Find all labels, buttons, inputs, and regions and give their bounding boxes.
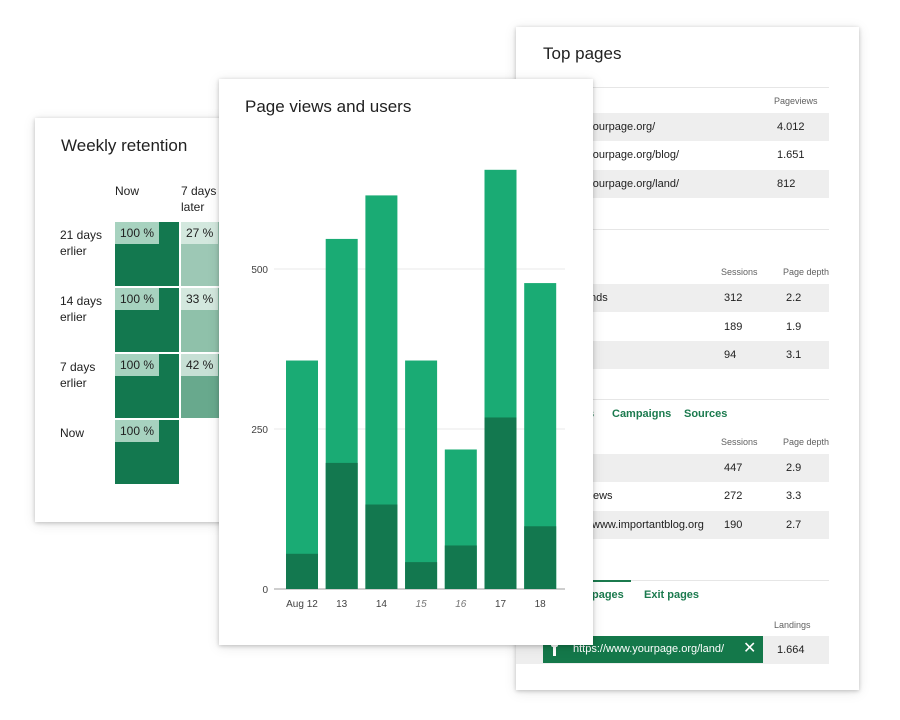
retention-title: Weekly retention <box>61 136 188 155</box>
tab-active-indicator <box>561 580 631 582</box>
sessions-value: 312 <box>724 292 743 304</box>
table-row[interactable]: ews 272 3.3 <box>516 482 829 510</box>
bar-users <box>444 545 477 589</box>
divider <box>516 229 829 230</box>
divider <box>516 87 829 88</box>
column-header-pageviews: Pageviews <box>774 96 818 106</box>
bar-chart: 0 250 500 Aug 12 13 14 15 16 17 18 <box>251 169 565 610</box>
page-depth-value: 2.2 <box>786 292 802 304</box>
retention-cell[interactable]: 100 % <box>115 420 179 484</box>
row-label-14-days: 14 days erlier <box>60 294 103 324</box>
sessions-value: 447 <box>724 462 743 474</box>
row-label: ews <box>593 490 613 502</box>
row-label-21-days: 21 days erlier <box>60 228 103 258</box>
page-depth-value: 2.9 <box>786 462 802 474</box>
column-header-page-depth: Page depth <box>783 267 830 277</box>
pageviews-value: 1.651 <box>777 149 805 161</box>
cell-percentage: 100 % <box>115 354 160 376</box>
x-tick-label: 17 <box>495 599 507 610</box>
tab-exit-pages[interactable]: Exit pages <box>644 589 700 601</box>
bar-users <box>405 562 438 589</box>
sessions-value: 190 <box>724 519 743 531</box>
tab-campaigns[interactable]: Campaigns <box>612 408 672 420</box>
column-header-page-depth: Page depth <box>783 437 830 447</box>
x-tick-label: 15 <box>416 599 428 610</box>
retention-cell[interactable]: 100 % <box>115 222 179 286</box>
chart-title: Page views and users <box>245 97 412 116</box>
table-row[interactable]: 189 1.9 <box>516 313 829 341</box>
cell-percentage: 27 % <box>181 222 219 244</box>
row-label: nds <box>590 292 608 304</box>
close-icon[interactable]: ✕ <box>743 640 757 657</box>
top-pages-title: Top pages <box>543 44 622 63</box>
page-views-card: Page views and users 0 250 500 Aug 12 13 14 15… <box>219 79 593 645</box>
sessions-value: 94 <box>724 349 737 361</box>
cell-percentage: 33 % <box>181 288 219 310</box>
column-header-now: Now <box>115 184 140 198</box>
column-header-sessions: Sessions <box>721 267 758 277</box>
bar-page-views <box>405 360 438 589</box>
cell-percentage: 42 % <box>181 354 219 376</box>
bar-users <box>365 504 398 589</box>
page-depth-value: 3.1 <box>786 349 802 361</box>
bar-users <box>484 417 517 589</box>
x-tick-label: 13 <box>336 599 348 610</box>
bar-users <box>524 526 557 589</box>
y-tick-label: 500 <box>251 265 268 276</box>
bar-users <box>325 462 358 589</box>
x-tick-label: 14 <box>376 599 388 610</box>
pageviews-value: 812 <box>777 178 796 190</box>
column-header-landings: Landings <box>774 620 811 630</box>
x-tick-label: Aug 12 <box>286 599 318 610</box>
tab-landing-pages[interactable]: pages <box>592 589 624 601</box>
cell-percentage: 100 % <box>115 222 160 244</box>
divider <box>516 580 829 581</box>
sessions-value: 189 <box>724 321 743 333</box>
chip-url-text: https://www.yourpage.org/land/ <box>573 643 725 655</box>
page-depth-value: 2.7 <box>786 519 802 531</box>
y-tick-label: 0 <box>262 585 268 596</box>
bar-users <box>286 553 318 589</box>
page-depth-value: 3.3 <box>786 490 802 502</box>
cell-percentage: 100 % <box>115 288 160 310</box>
divider <box>516 399 829 400</box>
row-label-now: Now <box>60 426 85 440</box>
landings-value: 1.664 <box>777 644 805 656</box>
column-header-sessions: Sessions <box>721 437 758 447</box>
pageviews-value: 4.012 <box>777 121 805 133</box>
sessions-value: 272 <box>724 490 743 502</box>
x-tick-label: 16 <box>455 599 467 610</box>
bar-page-views <box>286 360 318 589</box>
retention-cell[interactable]: 100 % <box>115 288 179 352</box>
page-depth-value: 1.9 <box>786 321 802 333</box>
y-tick-label: 250 <box>251 425 268 436</box>
tab-sources[interactable]: Sources <box>684 408 728 420</box>
row-label: www.importantblog.org <box>592 519 704 531</box>
row-label-7-days: 7 days erlier <box>60 360 96 390</box>
column-header-7-days-later: 7 days later <box>181 184 217 214</box>
retention-cell[interactable]: 100 % <box>115 354 179 418</box>
retention-cell[interactable]: 42 % <box>181 354 245 418</box>
cell-percentage: 100 % <box>115 420 160 442</box>
x-tick-label: 18 <box>535 599 547 610</box>
